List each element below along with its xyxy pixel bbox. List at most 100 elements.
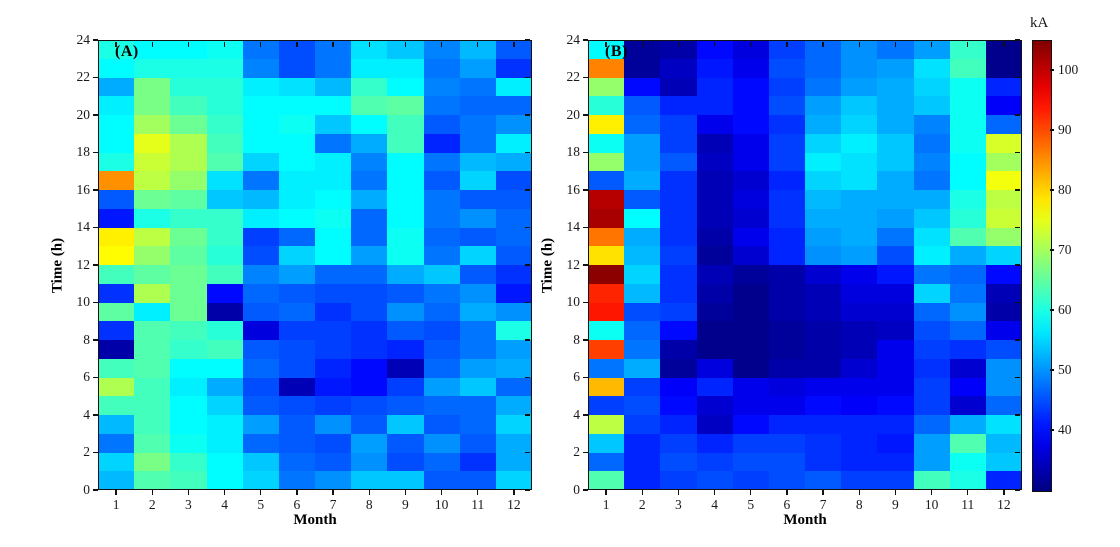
x-tick <box>641 490 643 495</box>
heatmap-cell <box>278 471 316 490</box>
heatmap-cell <box>949 227 987 247</box>
heatmap-cell <box>242 265 280 285</box>
x-tick-label: 6 <box>783 497 791 512</box>
heatmap-cell <box>732 340 770 360</box>
y-tick-label: 12 <box>76 256 91 272</box>
heatmap-cell <box>423 171 461 191</box>
heatmap-cell <box>351 471 389 490</box>
heatmap-cell <box>841 396 879 416</box>
panel-a-letter: (A) <box>115 43 139 60</box>
y-tick-right <box>1015 76 1021 79</box>
heatmap-cell <box>387 415 425 435</box>
heatmap-cell <box>660 396 698 416</box>
heatmap-cell <box>315 190 352 210</box>
heatmap-cell <box>588 302 625 322</box>
heatmap-cell <box>495 452 532 472</box>
x-tick-label: 11 <box>471 497 485 512</box>
y-tick-right <box>525 114 531 116</box>
heatmap-b-cells <box>588 40 1022 490</box>
heatmap-cell <box>696 358 734 379</box>
heatmap-cell <box>459 321 497 341</box>
heatmap-cell <box>206 77 244 97</box>
y-tick <box>93 226 98 229</box>
heatmap-cell <box>985 40 1022 60</box>
heatmap-cell <box>134 302 172 322</box>
y-tick <box>93 189 98 191</box>
heatmap-cell <box>985 377 1022 397</box>
heatmap-cell <box>134 415 172 435</box>
heatmap-cell <box>206 115 244 135</box>
heatmap-cell <box>624 452 662 472</box>
heatmap-cell <box>278 133 316 154</box>
heatmap-cell <box>206 302 244 322</box>
heatmap-cell <box>206 190 244 210</box>
heatmap-cell <box>278 283 316 304</box>
y-tick-label: 0 <box>83 481 90 497</box>
x-tick-label: 4 <box>711 497 718 512</box>
x-tick <box>332 490 334 495</box>
heatmap-cell <box>387 227 425 247</box>
x-tick-top <box>677 41 679 47</box>
x-tick-top <box>440 41 443 47</box>
heatmap-cell <box>170 452 208 472</box>
heatmap-cell <box>913 471 951 490</box>
heatmap-cell <box>351 208 389 229</box>
x-tick-top <box>605 41 607 47</box>
heatmap-cell <box>351 340 389 360</box>
heatmap-cell <box>134 358 172 379</box>
heatmap-cell <box>624 190 662 210</box>
heatmap-cell <box>768 190 806 210</box>
heatmap-cell <box>913 190 951 210</box>
heatmap-cell <box>985 302 1022 322</box>
x-tick <box>1003 490 1005 495</box>
heatmap-cell <box>732 96 770 116</box>
heatmap-cell <box>170 227 208 247</box>
y-tick-label: 6 <box>573 369 580 384</box>
heatmap-cell <box>805 96 842 116</box>
heatmap-cell <box>278 115 316 135</box>
heatmap-cell <box>495 58 532 79</box>
heatmap-cell <box>495 433 532 454</box>
heatmap-cell <box>242 58 280 79</box>
heatmap-cell <box>206 358 244 379</box>
heatmap-cell <box>351 133 389 154</box>
x-tick <box>187 490 189 495</box>
y-tick-right <box>1015 151 1021 154</box>
heatmap-cell <box>206 396 244 416</box>
heatmap-cell <box>913 377 951 397</box>
heatmap-cell <box>98 396 135 416</box>
heatmap-cell <box>351 283 389 304</box>
heatmap-cell <box>170 96 208 116</box>
heatmap-cell <box>805 77 842 97</box>
y-tick-label: 2 <box>83 444 90 459</box>
heatmap-cell <box>134 77 172 97</box>
x-tick <box>296 490 298 495</box>
heatmap-cell <box>949 246 987 266</box>
y-tick <box>93 301 98 304</box>
heatmap-cell <box>98 190 135 210</box>
x-tick-top <box>641 41 643 47</box>
heatmap-cell <box>170 58 208 79</box>
heatmap-cell <box>768 340 806 360</box>
heatmap-cell <box>985 358 1022 379</box>
heatmap-cell <box>660 265 698 285</box>
heatmap-cell <box>206 415 244 435</box>
heatmap-cell <box>423 77 461 97</box>
x-tick-top <box>1003 41 1005 47</box>
heatmap-cell <box>877 321 915 341</box>
heatmap-cell <box>315 40 352 60</box>
heatmap-cell <box>624 246 662 266</box>
heatmap-cell <box>949 171 987 191</box>
heatmap-cell <box>495 377 532 397</box>
heatmap-cell <box>841 208 879 229</box>
heatmap-cell <box>660 452 698 472</box>
heatmap-cell <box>278 321 316 341</box>
heatmap-cell <box>387 321 425 341</box>
heatmap-cell <box>315 433 352 454</box>
heatmap-cell <box>949 340 987 360</box>
heatmap-cell <box>315 340 352 360</box>
colorbar-tick-label: 70 <box>1058 241 1072 257</box>
heatmap-cell <box>732 302 770 322</box>
heatmap-cell <box>98 377 135 397</box>
heatmap-cell <box>841 471 879 490</box>
